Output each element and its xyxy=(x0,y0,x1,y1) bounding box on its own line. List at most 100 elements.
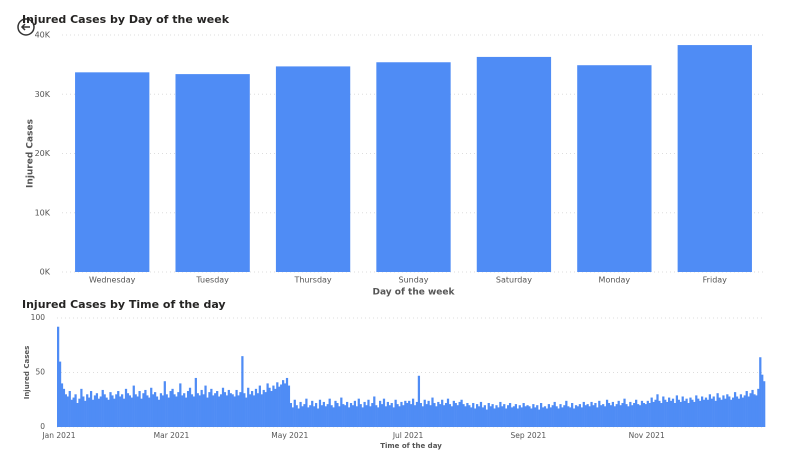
bar xyxy=(536,405,539,427)
bar xyxy=(278,386,281,427)
bar xyxy=(163,381,166,427)
bar xyxy=(377,407,380,427)
x-axis-title: Time of the day xyxy=(380,442,442,450)
bar xyxy=(235,389,238,427)
bar xyxy=(316,408,320,427)
bar xyxy=(109,392,112,427)
x-axis-title: Day of the week xyxy=(373,288,456,298)
x-tick-label: Thursday xyxy=(293,276,331,285)
bar xyxy=(642,403,646,427)
bar xyxy=(107,399,110,427)
bar xyxy=(479,401,483,427)
x-tick-label: Sep 2021 xyxy=(511,431,547,440)
bar xyxy=(254,388,258,427)
bar xyxy=(363,401,366,427)
bar xyxy=(604,406,607,427)
bar xyxy=(202,394,205,427)
bar xyxy=(439,404,442,427)
bar xyxy=(291,407,294,427)
bar xyxy=(231,394,234,427)
bar xyxy=(256,393,260,427)
bar xyxy=(70,399,73,427)
bar xyxy=(82,396,85,427)
bar xyxy=(181,395,184,427)
bar xyxy=(396,404,399,427)
bar xyxy=(169,391,172,427)
bar xyxy=(398,406,401,427)
bar xyxy=(609,405,613,427)
bar xyxy=(122,398,126,427)
bar xyxy=(716,393,719,427)
bar xyxy=(466,403,469,427)
bar xyxy=(406,403,409,427)
bar xyxy=(446,398,450,427)
bar xyxy=(402,405,405,427)
bar xyxy=(571,403,574,427)
bar xyxy=(357,398,360,427)
bar xyxy=(175,396,178,427)
bar xyxy=(534,407,537,427)
bar xyxy=(718,397,721,427)
x-tick-label: Saturday xyxy=(496,276,532,285)
bar xyxy=(394,399,397,427)
bar xyxy=(761,374,764,427)
bar xyxy=(280,384,283,427)
bar xyxy=(681,396,684,427)
x-tick-label: Nov 2021 xyxy=(629,431,665,440)
bar xyxy=(421,406,424,427)
bar xyxy=(390,403,393,427)
bar xyxy=(487,403,490,427)
bar xyxy=(530,408,533,427)
bar xyxy=(635,399,638,427)
bar xyxy=(660,403,663,427)
bar xyxy=(293,399,296,427)
bar xyxy=(313,406,316,427)
bar xyxy=(124,388,128,427)
back-button[interactable] xyxy=(17,18,35,36)
bar xyxy=(138,391,141,427)
bar xyxy=(380,404,384,427)
bar xyxy=(190,394,194,427)
bar xyxy=(142,393,145,427)
bar xyxy=(621,403,624,427)
bar xyxy=(590,401,593,427)
x-tick-label: Wednesday xyxy=(89,276,136,285)
bar xyxy=(282,380,285,427)
bar xyxy=(735,396,739,427)
bar xyxy=(95,393,99,427)
bar xyxy=(636,404,640,427)
bar xyxy=(173,394,176,427)
bar xyxy=(582,401,585,427)
bar xyxy=(507,405,510,427)
bar xyxy=(165,394,168,427)
bar xyxy=(733,392,737,427)
bar xyxy=(666,401,669,427)
bar xyxy=(361,407,364,427)
bar xyxy=(121,394,124,427)
bar xyxy=(691,399,694,427)
y-tick-label: 0 xyxy=(40,422,45,431)
bar xyxy=(179,383,182,427)
bar xyxy=(448,404,452,427)
bar xyxy=(342,404,345,427)
bar xyxy=(204,385,207,427)
bar xyxy=(157,399,161,427)
bar xyxy=(512,406,516,427)
bar xyxy=(476,56,552,272)
bar xyxy=(320,405,324,427)
bar xyxy=(330,405,333,427)
bar xyxy=(557,408,560,427)
bar xyxy=(408,400,411,427)
bar xyxy=(588,406,591,427)
bar xyxy=(722,395,725,427)
bar xyxy=(662,396,665,427)
bar xyxy=(474,408,477,427)
bar xyxy=(611,401,615,427)
bar xyxy=(376,62,451,272)
bar xyxy=(427,400,430,427)
bar xyxy=(367,399,370,427)
bar xyxy=(759,357,762,427)
bar xyxy=(167,397,170,427)
bar xyxy=(677,399,680,427)
